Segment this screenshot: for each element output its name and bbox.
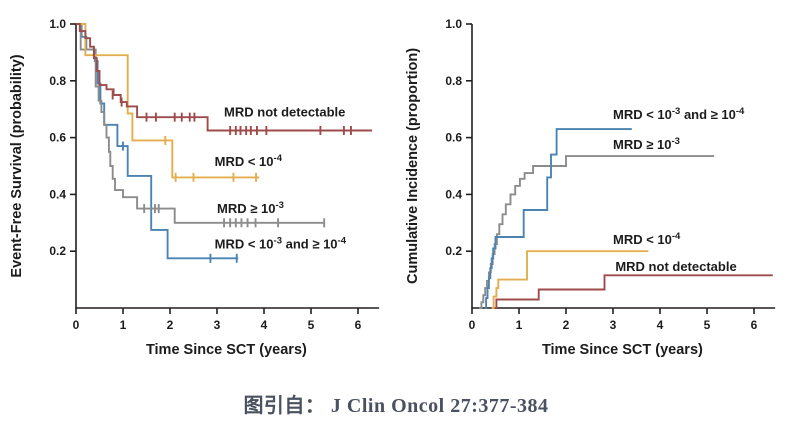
event-free-survival-chart: 0.2 0.4 0.6 0.8 1.0 0 1 2 3 4 5 6 Time Since SCT (ye… [0, 0, 396, 368]
series-mrd-10-3-and-10-4 [76, 23, 239, 263]
x-tick-label: 5 [308, 318, 315, 332]
curve-mrd-10-3 [76, 23, 326, 224]
axes [70, 23, 380, 314]
x-tick-label: 4 [261, 318, 268, 332]
curve-label-mrd-10-3: MRD ≥ 10-3 [217, 200, 284, 216]
curve-label-mrd-10-3-and-10-4: MRD < 10-3 and ≥ 10-4 [215, 235, 347, 251]
x-tick-label: 5 [704, 318, 711, 332]
series-mrd-10-3 [479, 155, 715, 309]
y-tick-label: 0.4 [445, 187, 462, 201]
y-tick-label: 1.0 [445, 17, 462, 31]
curve-label-mrd-10-4: MRD < 10-4 [215, 153, 283, 169]
x-tick-label: 2 [563, 318, 570, 332]
curve-label-mrd-10-4: MRD < 10-4 [613, 231, 681, 247]
y-axis-title: Cumulative Incidence (proportion) [405, 48, 421, 284]
x-tick-label: 3 [214, 318, 221, 332]
x-axis-title: Time Since SCT (years) [542, 342, 703, 358]
x-tick-label: 2 [167, 318, 174, 332]
x-tick-label: 0 [469, 318, 476, 332]
curve-mrd-not-detectable [76, 23, 373, 132]
curve-mrd-10-3-and-10-4 [484, 128, 632, 309]
figure-source-caption: 图引自： J Clin Oncol 27:377-384 [243, 395, 549, 417]
x-tick-label: 6 [751, 318, 758, 332]
x-tick-label: 1 [516, 318, 523, 332]
curve-label-mrd-not-detectable: MRD not detectable [224, 104, 345, 119]
y-tick-label: 0.6 [445, 131, 462, 145]
tick-labels: 0.2 0.4 0.6 0.8 1.0 0 1 2 3 4 5 6 [445, 17, 757, 332]
chart-canvas: 0.2 0.4 0.6 0.8 1.0 0 1 2 3 4 5 6 Time Since SCT (ye… [405, 17, 776, 358]
series-mrd-10-3 [76, 23, 326, 228]
y-tick-label: 1.0 [49, 17, 66, 31]
y-tick-label: 0.2 [49, 244, 66, 258]
x-axis-title: Time Since SCT (years) [146, 342, 307, 358]
chart-canvas: 0.2 0.4 0.6 0.8 1.0 0 1 2 3 4 5 6 Time Since SCT (ye… [9, 17, 380, 358]
series-mrd-10-4 [76, 23, 260, 182]
cumulative-incidence-chart: 0.2 0.4 0.6 0.8 1.0 0 1 2 3 4 5 6 Time Since SCT (ye… [396, 0, 792, 368]
curve-mrd-10-3 [479, 155, 715, 309]
series-mrd-10-4 [491, 250, 649, 309]
series-mrd-not-detectable [494, 274, 773, 309]
y-axis-title: Event-Free Survival (probability) [9, 54, 25, 277]
y-tick-label: 0.6 [49, 131, 66, 145]
x-tick-label: 0 [73, 318, 80, 332]
tick-labels: 0.2 0.4 0.6 0.8 1.0 0 1 2 3 4 5 6 [49, 17, 361, 332]
y-tick-label: 0.8 [445, 74, 462, 88]
y-tick-label: 0.2 [445, 244, 462, 258]
curve-mrd-10-4 [491, 250, 649, 309]
axes [466, 23, 776, 314]
x-tick-label: 6 [355, 318, 362, 332]
y-tick-label: 0.8 [49, 74, 66, 88]
curve-mrd-10-4 [76, 23, 260, 179]
curve-label-mrd-not-detectable: MRD not detectable [615, 259, 736, 274]
x-tick-label: 3 [610, 318, 617, 332]
series-mrd-10-3-and-10-4 [484, 128, 632, 309]
x-tick-label: 4 [657, 318, 664, 332]
curve-label-mrd-10-3-and-10-4: MRD < 10-3 and ≥ 10-4 [613, 106, 745, 122]
curve-mrd-not-detectable [494, 274, 773, 309]
y-tick-label: 0.4 [49, 187, 66, 201]
x-tick-label: 1 [120, 318, 127, 332]
curve-label-mrd-10-3: MRD ≥ 10-3 [613, 136, 680, 152]
series-mrd-not-detectable [76, 23, 373, 135]
